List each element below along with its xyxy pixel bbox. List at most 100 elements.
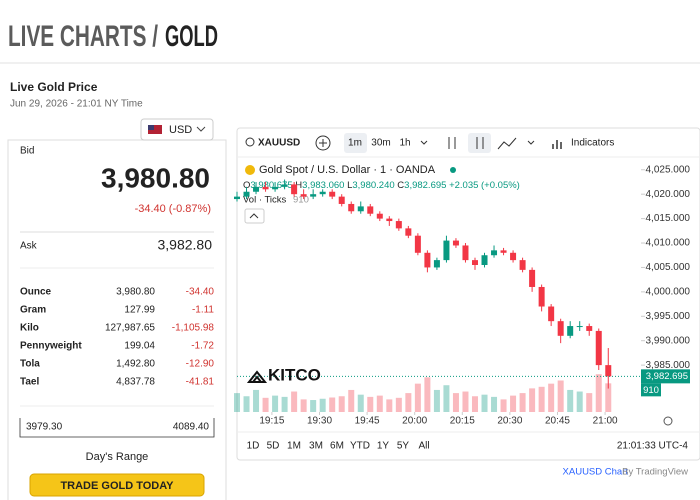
row-value: 1,492.80 [116,359,155,370]
x-tick-label: 20:30 [497,416,522,427]
range-bar [19,418,215,438]
ohlc: O3,980.675 H3,983.060 L3,980.240 C3,982.… [243,180,520,191]
candle-body [500,250,507,253]
candle-body [433,260,440,268]
candle-body [414,235,421,253]
period[interactable]: 1D [247,441,260,452]
period[interactable]: 6M [330,441,344,452]
volume-bar [576,391,583,412]
row-name: Tael [20,377,39,388]
ohlc-label: C [397,180,404,191]
period[interactable]: All [418,441,429,452]
volume-bar [272,395,279,412]
symbol[interactable]: XAUUSD [258,138,300,149]
ohlc-value: 3,980.675 [250,180,292,191]
period[interactable]: 5D [267,441,280,452]
ohlc-value: 3,983.060 [302,180,344,191]
volume-bar [519,393,526,412]
chart-frame [236,127,700,461]
bid-label: Bid [20,146,34,157]
last-volume-label: 910 [643,385,659,396]
x-tick-label: 20:00 [402,416,427,427]
page-title: GOLD [165,20,218,53]
volume-bar [538,386,545,412]
period[interactable]: 5Y [397,441,410,452]
candle-body [357,206,364,212]
status-dot [450,167,456,173]
chart-type-active[interactable] [468,133,491,153]
volume-bar [386,399,393,412]
panel-title: Live Gold Price [10,80,98,94]
flag [148,125,162,134]
chevron[interactable] [420,140,535,145]
candle-body [595,330,602,366]
ask-label: Ask [20,241,38,252]
volume-bar [491,396,498,412]
x-tick-label: 19:45 [355,416,380,427]
clock: 21:01:33 UTC-4 [617,441,689,452]
ohlc-label: H [295,180,302,191]
candle-body [452,240,459,246]
x-tick-label: 21:00 [593,416,618,427]
candle-body [234,196,240,200]
volume-bar [567,389,574,412]
volume-bar [300,399,307,412]
collapse-button[interactable] [244,208,265,224]
y-tick-label: 4,000.000 [646,287,691,298]
row-change: -34.40 [186,287,215,298]
collapse-icon [249,213,259,219]
volume-label: Vol · Ticks [243,195,287,206]
candle-body [605,365,612,377]
ohlc-value: 3,982.695 [404,180,446,191]
period[interactable]: 1M [287,441,301,452]
settings-icon[interactable] [663,416,673,426]
candle-body [481,255,488,265]
attribution-link[interactable]: XAUUSD Chart [563,467,629,478]
bid-price: 3,980.80 [101,162,210,193]
y-tick-label: 3,985.000 [646,360,691,371]
candle-body [291,184,298,195]
volume-bar [548,383,555,412]
period[interactable]: 3M [309,441,323,452]
currency-select[interactable] [140,118,214,141]
ask-price: 3,982.80 [158,237,213,253]
volume-bar [424,377,431,412]
toolbar-icons[interactable] [448,137,517,150]
row-name: Ounce [20,287,52,298]
candle-body [395,221,402,229]
x-tick-label: 20:15 [450,416,475,427]
section-title: LIVE CHARTS / [8,20,158,53]
ohlc-label: O [243,180,250,191]
interval[interactable]: 1m [348,138,362,149]
y-tick-label: 4,025.000 [646,164,691,175]
search-icon[interactable] [245,137,255,147]
volume-bar [376,395,383,412]
volume-bar [452,393,459,412]
volume-bar [595,374,602,412]
candle-body [519,260,526,270]
volume-bar [605,383,612,412]
period[interactable]: 1Y [377,441,390,452]
volume-bar [253,389,260,412]
volume-bar [234,393,240,412]
volume-bar [281,396,288,412]
row-name: Gram [20,305,46,316]
volume-bar [510,395,517,412]
y-tick-label: 3,990.000 [646,335,691,346]
x-tick-label: 19:30 [307,416,332,427]
interval-active [344,133,367,153]
candle-body [424,252,431,268]
indicators[interactable]: Indicators [571,138,614,149]
trade-button[interactable] [29,473,205,497]
volume-bar [338,396,345,412]
volume-bar [348,389,355,412]
volume-bar [395,397,402,412]
candle-body [462,245,469,261]
add-symbol[interactable] [315,135,331,151]
row-change: -12.90 [186,359,215,370]
interval[interactable]: 1h [399,138,410,149]
period[interactable]: YTD [350,441,370,452]
candle-body [386,218,393,222]
interval[interactable]: 30m [371,138,390,149]
